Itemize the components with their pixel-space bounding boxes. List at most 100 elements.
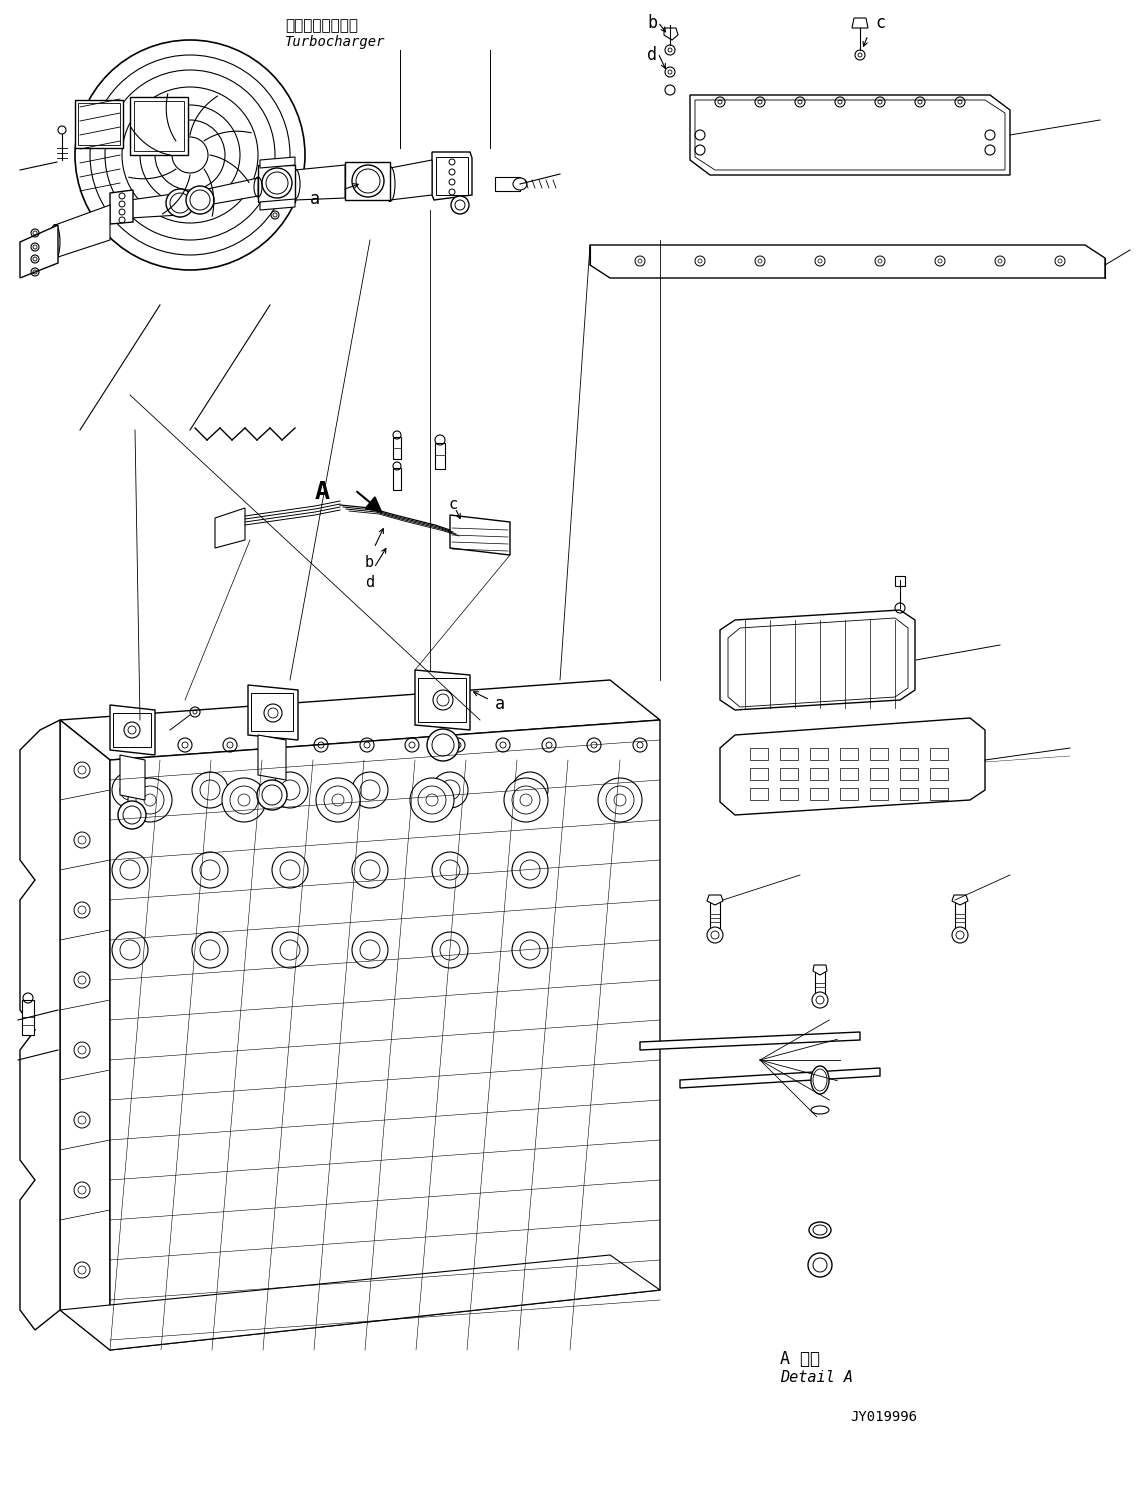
Bar bbox=[496, 177, 520, 191]
Polygon shape bbox=[415, 669, 470, 731]
Bar bbox=[840, 768, 858, 780]
Polygon shape bbox=[110, 705, 155, 754]
Text: ターボチャージャ: ターボチャージャ bbox=[284, 18, 358, 33]
Polygon shape bbox=[390, 160, 432, 200]
Circle shape bbox=[504, 778, 548, 822]
Bar bbox=[840, 789, 858, 801]
Polygon shape bbox=[707, 895, 723, 905]
Ellipse shape bbox=[513, 177, 526, 189]
Circle shape bbox=[409, 778, 454, 822]
Polygon shape bbox=[432, 152, 473, 200]
Bar bbox=[251, 693, 292, 731]
Bar bbox=[418, 678, 466, 722]
Text: b: b bbox=[365, 555, 374, 570]
Bar bbox=[871, 748, 888, 760]
Polygon shape bbox=[60, 720, 110, 1349]
Polygon shape bbox=[248, 684, 298, 740]
Polygon shape bbox=[345, 163, 390, 200]
Polygon shape bbox=[60, 1255, 660, 1349]
Circle shape bbox=[434, 690, 453, 710]
Bar bbox=[436, 157, 468, 195]
Circle shape bbox=[124, 722, 140, 738]
Polygon shape bbox=[55, 204, 110, 258]
Bar bbox=[955, 901, 965, 927]
Bar bbox=[393, 468, 401, 491]
Text: Detail A: Detail A bbox=[780, 1370, 853, 1385]
Bar bbox=[22, 1000, 34, 1035]
Polygon shape bbox=[680, 1068, 880, 1088]
Ellipse shape bbox=[427, 729, 459, 760]
Circle shape bbox=[352, 166, 384, 197]
Polygon shape bbox=[952, 895, 968, 905]
Circle shape bbox=[128, 778, 172, 822]
Ellipse shape bbox=[811, 1106, 829, 1114]
Bar bbox=[130, 97, 188, 155]
Bar bbox=[930, 748, 949, 760]
Bar bbox=[810, 789, 828, 801]
Text: c: c bbox=[875, 13, 885, 31]
Bar bbox=[393, 437, 401, 459]
Bar bbox=[750, 748, 768, 760]
Text: Turbocharger: Turbocharger bbox=[284, 34, 385, 49]
Ellipse shape bbox=[257, 780, 287, 810]
Bar bbox=[895, 576, 905, 586]
Polygon shape bbox=[120, 754, 145, 801]
Polygon shape bbox=[19, 225, 58, 277]
Polygon shape bbox=[110, 720, 660, 1349]
Polygon shape bbox=[180, 177, 258, 210]
Ellipse shape bbox=[809, 1223, 830, 1238]
Bar bbox=[780, 768, 798, 780]
Circle shape bbox=[166, 189, 194, 218]
Polygon shape bbox=[720, 719, 985, 816]
Circle shape bbox=[223, 778, 266, 822]
Bar bbox=[75, 100, 123, 148]
Ellipse shape bbox=[118, 801, 146, 829]
Polygon shape bbox=[60, 680, 660, 760]
Text: b: b bbox=[647, 13, 657, 31]
Text: c: c bbox=[448, 497, 458, 511]
Circle shape bbox=[812, 992, 828, 1008]
Circle shape bbox=[807, 1252, 832, 1276]
Bar bbox=[780, 789, 798, 801]
Circle shape bbox=[952, 927, 968, 942]
Polygon shape bbox=[260, 157, 295, 168]
Polygon shape bbox=[110, 189, 133, 224]
Polygon shape bbox=[295, 166, 345, 200]
Polygon shape bbox=[813, 965, 827, 975]
Polygon shape bbox=[852, 18, 868, 28]
Bar bbox=[750, 768, 768, 780]
Bar bbox=[78, 103, 120, 145]
Bar bbox=[871, 768, 888, 780]
Circle shape bbox=[186, 186, 214, 215]
Polygon shape bbox=[258, 735, 286, 780]
Polygon shape bbox=[664, 28, 678, 40]
Polygon shape bbox=[214, 508, 245, 549]
Bar bbox=[900, 768, 918, 780]
Bar bbox=[435, 443, 445, 470]
Circle shape bbox=[598, 778, 642, 822]
Circle shape bbox=[262, 168, 292, 198]
Polygon shape bbox=[260, 198, 295, 210]
Bar bbox=[780, 748, 798, 760]
Polygon shape bbox=[690, 95, 1011, 174]
Circle shape bbox=[707, 927, 723, 942]
Polygon shape bbox=[19, 720, 60, 1330]
Text: d: d bbox=[647, 46, 657, 64]
Bar bbox=[710, 901, 720, 927]
Bar bbox=[871, 789, 888, 801]
Bar bbox=[750, 789, 768, 801]
Polygon shape bbox=[450, 514, 510, 555]
Bar bbox=[900, 789, 918, 801]
Bar bbox=[114, 713, 151, 747]
Polygon shape bbox=[590, 245, 1105, 277]
Text: a: a bbox=[496, 695, 505, 713]
Bar bbox=[840, 748, 858, 760]
Ellipse shape bbox=[811, 1066, 829, 1094]
Text: A: A bbox=[315, 480, 330, 504]
Circle shape bbox=[264, 704, 282, 722]
Bar bbox=[134, 101, 184, 151]
Text: d: d bbox=[365, 576, 374, 590]
Polygon shape bbox=[258, 166, 295, 201]
Bar bbox=[930, 789, 949, 801]
Text: A 詳細: A 詳細 bbox=[780, 1349, 820, 1369]
